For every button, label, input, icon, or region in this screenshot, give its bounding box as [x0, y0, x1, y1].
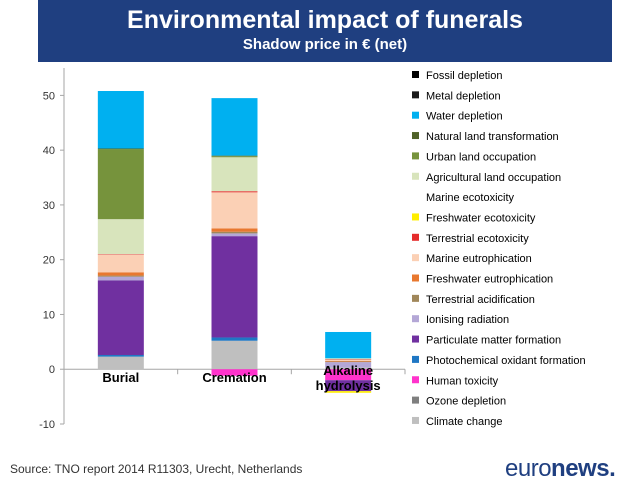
legend-label: Human toxicity [426, 375, 499, 387]
stacked-bar-chart: -10 0 10 20 30 40 50 Burial Cremation Alkalinehyd… [39, 68, 586, 431]
legend-label: Freshwater eutrophication [426, 274, 553, 286]
bar-segment [211, 98, 258, 156]
bar-segment [211, 337, 258, 341]
legend-swatch [412, 376, 419, 384]
bar-segment [211, 156, 258, 158]
legend-swatch [412, 172, 419, 180]
y-tick-label: 40 [43, 145, 55, 157]
legend-label: Freshwater ecotoxicity [426, 212, 536, 224]
legend-label: Ozone depletion [426, 396, 506, 408]
logo-part-news: news [551, 455, 610, 482]
legend-swatch [412, 274, 419, 282]
bar-segment [97, 254, 144, 273]
legend-swatch [412, 233, 419, 241]
legend-label: Particulate matter formation [426, 335, 561, 347]
bar-segment [97, 219, 144, 255]
category-label: Cremation [202, 370, 266, 385]
legend-swatch [412, 416, 419, 424]
legend-label: Water depletion [426, 111, 503, 123]
legend-swatch [412, 396, 419, 404]
bar-segment [211, 233, 258, 237]
bar-segment [325, 359, 372, 360]
bar-segment [97, 149, 144, 220]
logo-part-euro: euro [505, 455, 552, 482]
y-tick-label: 20 [43, 255, 55, 267]
bar-segment [211, 192, 258, 229]
logo-part-dot: . [609, 455, 616, 482]
bar-segment [97, 276, 144, 281]
legend-swatch [412, 294, 419, 302]
bar-segment [325, 361, 372, 362]
y-tick-label: 10 [43, 309, 55, 321]
bar-segment [211, 191, 258, 193]
category-label: hydrolysis [316, 378, 381, 393]
bar-segment [97, 254, 144, 255]
y-tick-label: 50 [43, 90, 55, 102]
chart-title: Environmental impact of funerals [127, 6, 523, 34]
legend-label: Photochemical oxidant formation [426, 355, 586, 367]
bar-segment [325, 362, 372, 368]
legend-swatch [412, 335, 419, 343]
legend-label: Fossil depletion [426, 70, 502, 82]
legend-swatch [412, 111, 419, 119]
bar-segment [211, 236, 258, 338]
category-label: Alkaline [323, 363, 373, 378]
category-label: Burial [102, 370, 139, 385]
legend-label: Ionising radiation [426, 314, 509, 326]
legend-swatch [412, 254, 419, 262]
bar-segment [325, 367, 372, 370]
y-tick-label: 0 [49, 364, 55, 376]
bar-segment [97, 91, 144, 149]
legend-swatch [412, 91, 419, 99]
chart-header: Environmental impact of funerals Shadow … [38, 0, 612, 62]
legend-label: Marine ecotoxicity [426, 192, 515, 204]
bar-segment [97, 356, 144, 370]
y-tick-label: -10 [39, 419, 55, 431]
legend-label: Terrestrial acidification [426, 294, 535, 306]
legend-swatch [412, 71, 419, 78]
legend-swatch [412, 152, 419, 160]
bar-segment [97, 280, 144, 355]
bar-segment [325, 361, 372, 363]
legend-label: Marine eutrophication [426, 253, 532, 265]
bar-segment [325, 369, 372, 381]
bar-segment [97, 275, 144, 277]
source-note: Source: TNO report 2014 R11303, Urecht, … [10, 462, 303, 476]
legend-swatch [412, 355, 419, 363]
bar-segment [325, 358, 372, 360]
bar-segment [325, 359, 372, 362]
legend-swatch [412, 193, 419, 201]
legend-label: Metal depletion [426, 90, 501, 102]
legend-label: Agricultural land occupation [426, 172, 561, 184]
y-tick-label: 30 [43, 200, 55, 212]
bar-segment [97, 148, 144, 150]
bar-segment [97, 272, 144, 276]
euronews-logo: euronews. [505, 455, 616, 483]
bar-segment [325, 391, 372, 393]
legend-swatch [412, 132, 419, 140]
legend-swatch [412, 213, 419, 221]
bar-segment [211, 369, 258, 376]
legend-label: Natural land transformation [426, 131, 559, 143]
bar-segment [325, 331, 372, 359]
bar-segment [97, 354, 144, 357]
bar-segment [211, 231, 258, 234]
legend-swatch [412, 315, 419, 323]
legend-label: Urban land occupation [426, 151, 536, 163]
bar-segment [211, 340, 258, 370]
bar-segment [211, 157, 258, 192]
chart-subtitle: Shadow price in € (net) [242, 36, 408, 53]
legend-label: Terrestrial ecotoxicity [426, 233, 529, 245]
bar-segment [211, 228, 258, 232]
bar-segment [325, 380, 372, 392]
legend-label: Climate change [426, 416, 502, 428]
bar-segment [211, 155, 258, 157]
